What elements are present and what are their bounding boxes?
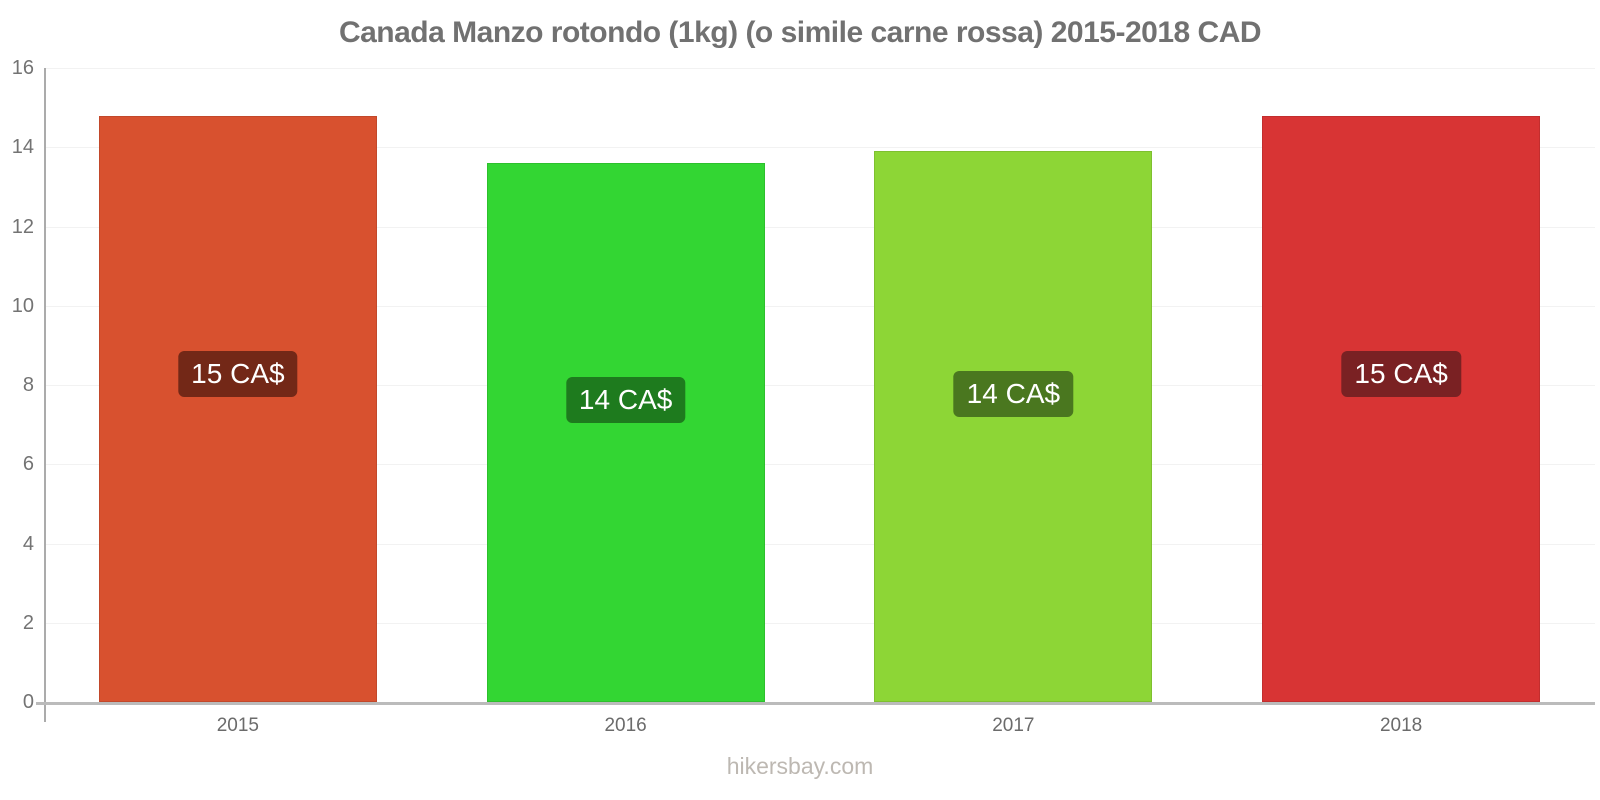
- y-tick-label-4: 4: [22, 532, 34, 555]
- bar-value-label-2016: 14 CA$: [565, 377, 686, 424]
- y-tick-label-8: 8: [22, 374, 34, 396]
- gridline-y-10: [44, 305, 1595, 307]
- bar-2016[interactable]: 14 CA$: [486, 163, 765, 702]
- x-tick-label-2018: 2018: [1379, 715, 1423, 736]
- gridline-y-6: [44, 464, 1595, 466]
- gridline-y-16: [44, 68, 1595, 69]
- bar-value-label-2015: 15 CA$: [178, 350, 298, 397]
- x-axis-baseline: [36, 702, 1595, 705]
- x-tick-label-2016: 2016: [604, 715, 647, 736]
- y-tick-label-12: 12: [11, 215, 34, 238]
- y-tick-label-0: 0: [22, 691, 34, 713]
- y-tick-label-6: 6: [22, 453, 34, 476]
- y-tick-label-2: 2: [22, 611, 34, 634]
- gridline-y-8: [44, 385, 1595, 386]
- y-axis-line: [44, 68, 46, 722]
- bar-value-label-2018: 15 CA$: [1341, 350, 1461, 397]
- bar-2015[interactable]: 15 CA$: [98, 115, 377, 702]
- bar-value-label-2017: 14 CA$: [953, 370, 1074, 417]
- chart-title: Canada Manzo rotondo (1kg) (o simile car…: [338, 16, 1262, 49]
- gridline-y-2: [44, 622, 1595, 624]
- y-tick-label-10: 10: [11, 294, 34, 317]
- gridline-y-14: [44, 147, 1595, 149]
- gridline-y-4: [44, 543, 1595, 545]
- bar-2017[interactable]: 14 CA$: [874, 151, 1153, 702]
- x-tick-label-2017: 2017: [992, 715, 1035, 736]
- y-tick-label-16: 16: [11, 57, 34, 79]
- watermark-hikersbay: hikersbay.com: [726, 753, 874, 779]
- y-tick-label-14: 14: [11, 136, 34, 159]
- gridline-y-12: [44, 226, 1595, 228]
- x-tick-label-2015: 2015: [216, 715, 260, 736]
- bar-2018[interactable]: 15 CA$: [1262, 115, 1541, 702]
